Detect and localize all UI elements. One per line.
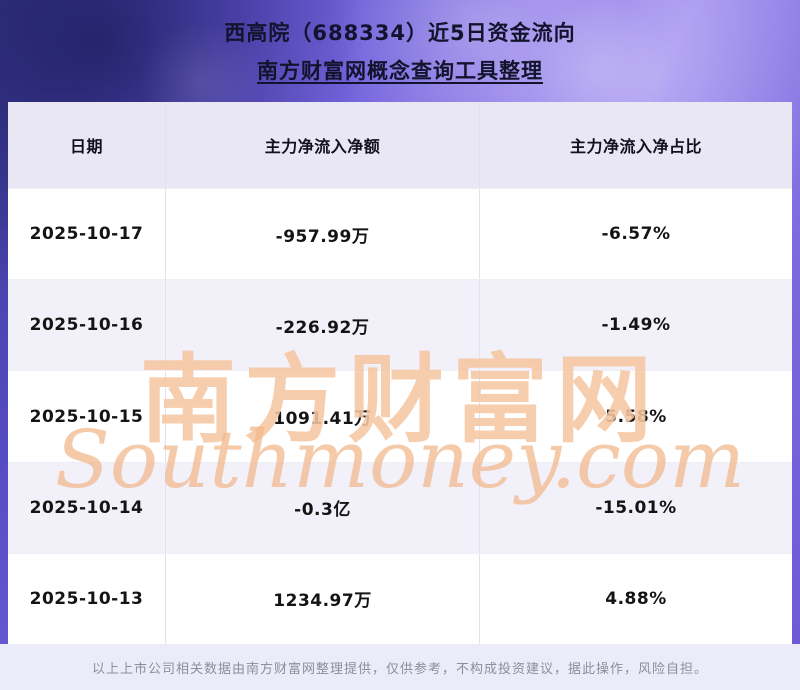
ratio-cell: -1.49%: [601, 315, 671, 336]
amount-cell: 1234.97万: [165, 553, 480, 644]
page-banner: 西高院（688334）近5日资金流向 南方财富网概念查询工具整理: [0, 0, 800, 102]
column-header-ratio: 主力净流入净占比: [569, 137, 702, 156]
table-row: 2025-10-14 -0.3亿 -15.01%: [8, 461, 792, 553]
amount-cell: -957.99万: [165, 189, 480, 280]
table-row: 2025-10-16 -226.92万 -1.49%: [8, 279, 792, 371]
date-cell: 2025-10-13: [29, 588, 144, 609]
amount-cell: -226.92万: [165, 280, 480, 371]
column-header-date: 日期: [69, 137, 103, 156]
amount-cell: -0.3亿: [165, 462, 480, 553]
table-row: 2025-10-15 1091.41万 5.58%: [8, 370, 792, 462]
disclaimer-text: 以上上市公司相关数据由南方财富网整理提供，仅供参考，不构成投资建议，据此操作，风…: [91, 661, 708, 677]
date-cell: 2025-10-15: [29, 406, 144, 427]
table-row: 2025-10-17 -957.99万 -6.57%: [8, 188, 792, 280]
table-header-row: 日期 主力净流入净额 主力净流入净占比: [8, 102, 792, 188]
fund-flow-table: 日期 主力净流入净额 主力净流入净占比 2025-10-17 -957.99万 …: [8, 102, 792, 644]
ratio-cell: -15.01%: [595, 497, 677, 518]
column-header-amount: 主力净流入净额: [165, 102, 480, 188]
ratio-cell: 5.58%: [605, 406, 667, 427]
page-title: 西高院（688334）近5日资金流向: [224, 21, 576, 45]
ratio-cell: 4.88%: [605, 588, 667, 609]
disclaimer-footer: 以上上市公司相关数据由南方财富网整理提供，仅供参考，不构成投资建议，据此操作，风…: [0, 644, 800, 690]
page-subtitle: 南方财富网概念查询工具整理: [257, 59, 543, 83]
date-cell: 2025-10-14: [29, 497, 144, 518]
amount-cell: 1091.41万: [165, 371, 480, 462]
date-cell: 2025-10-17: [29, 224, 144, 245]
table-row: 2025-10-13 1234.97万 4.88%: [8, 552, 792, 644]
ratio-cell: -6.57%: [601, 224, 671, 245]
date-cell: 2025-10-16: [29, 315, 144, 336]
